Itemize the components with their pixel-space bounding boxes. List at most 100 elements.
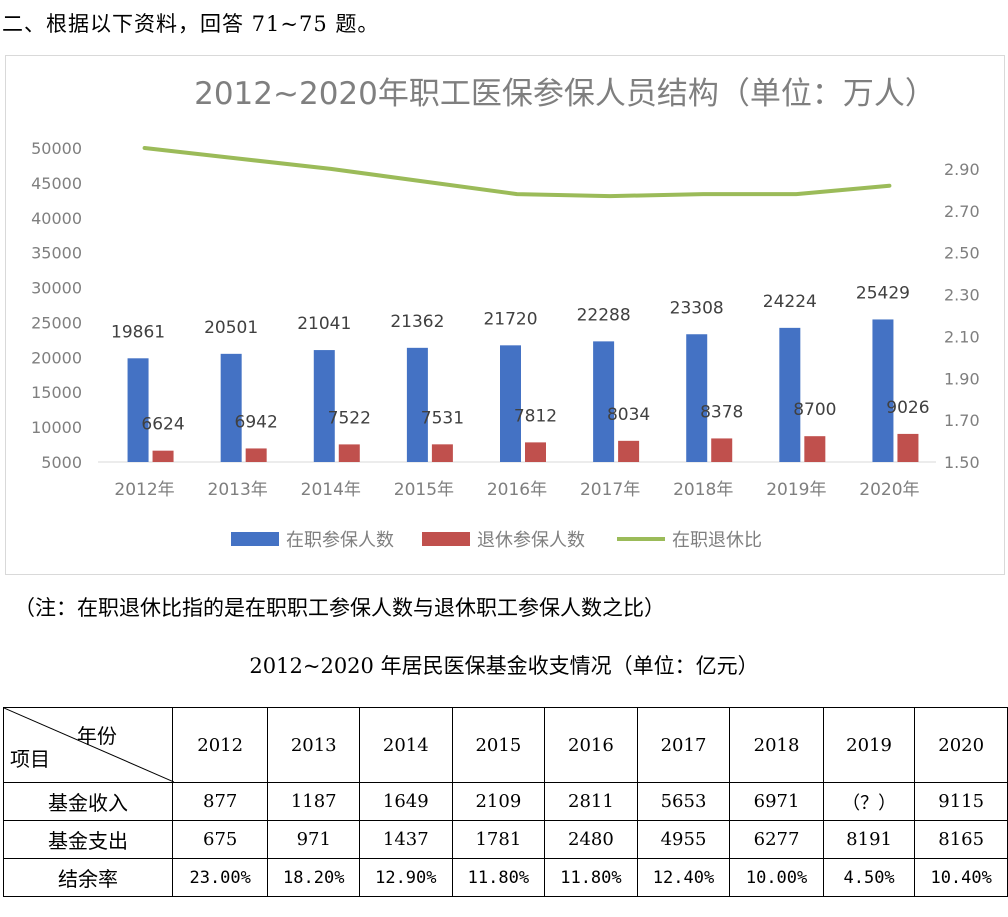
x-axis-tick: 2013年 xyxy=(208,480,268,500)
bar-in-service xyxy=(779,327,801,462)
bar-retired xyxy=(431,444,453,462)
bar-in-service xyxy=(220,353,242,462)
legend-label: 退休参保人数 xyxy=(477,530,585,551)
insured-structure-chart: 2012~2020年职工医保参保人员结构（单位：万人） 5000 10000 1500… xyxy=(5,55,1005,575)
bar-retired-label: 9026 xyxy=(886,398,929,418)
table-cell: 4955 xyxy=(636,820,731,859)
corner-year-label: 年份 xyxy=(76,724,117,748)
bar-retired-label: 8700 xyxy=(793,400,836,420)
table-cell: 8165 xyxy=(914,820,1008,859)
year-header-cell: 2017 xyxy=(636,707,731,783)
bar-retired xyxy=(152,450,174,462)
x-axis-tick: 2018年 xyxy=(673,480,733,500)
year-header-cell: 2014 xyxy=(359,707,453,783)
table-cell: 6277 xyxy=(729,820,824,859)
left-axis-tick: 45000 xyxy=(31,174,82,193)
table-cell: 11.80% xyxy=(451,858,546,897)
bar-in-service-label: 25429 xyxy=(856,283,910,303)
bar-in-service-label: 22288 xyxy=(577,305,631,325)
bar-retired-label: 8378 xyxy=(700,402,743,422)
table-cell: 5653 xyxy=(636,782,731,821)
corner-diagonal xyxy=(4,708,174,782)
table-cell: 971 xyxy=(267,820,361,859)
right-axis-tick: 2.90 xyxy=(944,160,980,179)
ratio-line xyxy=(142,146,892,199)
left-axis-tick: 5000 xyxy=(41,453,82,472)
x-axis-tick: 2015年 xyxy=(394,480,454,500)
table-row: 基金支出 675 971 1437 1781 2480 4955 6277 8191 8165 xyxy=(3,820,1008,859)
row-label-cell: 结余率 xyxy=(3,858,173,897)
table-cell: 1781 xyxy=(451,820,546,859)
left-axis-tick: 15000 xyxy=(31,383,82,402)
table-cell: 675 xyxy=(171,820,269,859)
x-axis-tick: 2012年 xyxy=(114,480,174,500)
x-axis-tick: 2014年 xyxy=(301,480,361,500)
table-cell: 2480 xyxy=(544,820,638,859)
bar-in-service-label: 21720 xyxy=(483,309,537,329)
right-axis-tick: 1.70 xyxy=(944,411,980,430)
question-intro: 二、根据以下资料，回答 71~75 题。 xyxy=(2,12,380,36)
table-cell: 12.90% xyxy=(359,858,453,897)
x-axis-tick: 2020年 xyxy=(859,480,919,500)
legend-swatch xyxy=(231,532,279,546)
left-axis-tick: 35000 xyxy=(31,244,82,263)
legend-label: 在职退休比 xyxy=(672,530,762,551)
year-header-cell: 2012 xyxy=(171,707,269,783)
bar-in-service xyxy=(500,345,521,462)
table-cell: 8191 xyxy=(822,820,916,859)
chart-svg: 2012~2020年职工医保参保人员结构（单位：万人） 5000 10000 1500… xyxy=(31,76,980,551)
table-cell: 4.50% xyxy=(822,858,916,897)
year-header-cell: 2015 xyxy=(451,707,546,783)
x-axis-tick: 2019年 xyxy=(766,480,826,500)
bar-retired xyxy=(525,442,546,462)
bar-retired xyxy=(245,448,267,462)
table-cell: 1649 xyxy=(359,782,453,821)
table-cell: 2109 xyxy=(451,782,546,821)
bar-retired-label: 7522 xyxy=(328,408,371,428)
bar-retired xyxy=(897,433,919,462)
table-cell: 18.20% xyxy=(267,858,361,897)
year-header-cell: 2016 xyxy=(544,707,638,783)
table-cell: 1187 xyxy=(267,782,361,821)
bar-retired xyxy=(618,440,640,462)
right-axis-tick: 1.90 xyxy=(944,369,980,388)
table-row: 基金收入 877 1187 1649 2109 2811 5653 6971 （？） 9115 xyxy=(3,782,1008,821)
table-cell: 10.40% xyxy=(914,858,1008,897)
table-title: 2012~2020 年居民医保基金收支情况（单位：亿元） xyxy=(249,654,759,678)
bar-in-service-label: 19861 xyxy=(111,322,165,342)
table-cell: 2811 xyxy=(544,782,638,821)
bar-retired-label: 6624 xyxy=(141,415,184,435)
legend-label: 在职参保人数 xyxy=(286,530,394,551)
chart-note: （注：在职退休比指的是在职职工参保人数与退休职工参保人数之比） xyxy=(14,596,665,620)
left-axis-tick: 10000 xyxy=(31,418,82,437)
bar-in-service xyxy=(872,319,894,462)
bar-in-service-label: 23308 xyxy=(670,298,724,318)
fund-table: 年份 项目 2012 2013 2014 2015 2016 2017 2018 2019 20… xyxy=(3,707,1008,897)
bar-in-service xyxy=(686,334,708,462)
year-header-cell: 2018 xyxy=(729,707,824,783)
bar-retired-label: 6942 xyxy=(235,412,278,432)
table-cell: 877 xyxy=(171,782,269,821)
legend-swatch xyxy=(422,532,470,546)
table-row: 结余率 23.00% 18.20% 12.90% 11.80% 11.80% 12.40% 1… xyxy=(3,858,1008,897)
bar-retired-label: 8034 xyxy=(607,405,650,425)
table-cell: 11.80% xyxy=(544,858,638,897)
table-cell: 9115 xyxy=(914,782,1008,821)
table-cell: 10.00% xyxy=(729,858,824,897)
bar-retired-label: 7531 xyxy=(421,408,464,428)
table-cell: 23.00% xyxy=(171,858,269,897)
chart-title: 2012~2020年职工医保参保人员结构（单位：万人） xyxy=(194,76,936,112)
row-label-cell: 基金支出 xyxy=(3,820,173,859)
table-header-row: 年份 项目 2012 2013 2014 2015 2016 2017 2018 2019 20… xyxy=(3,707,1008,783)
year-header-cell: 2013 xyxy=(267,707,361,783)
year-header-cell: 2020 xyxy=(914,707,1008,783)
table-cell: 1437 xyxy=(359,820,453,859)
row-label-cell: 基金收入 xyxy=(3,782,173,821)
table-cell: 6971 xyxy=(729,782,824,821)
bar-retired xyxy=(711,438,733,462)
bar-in-service-label: 24224 xyxy=(763,292,817,312)
bar-in-service-label: 21041 xyxy=(297,314,351,334)
bar-in-service-label: 20501 xyxy=(204,318,258,338)
left-axis-tick: 50000 xyxy=(31,139,82,158)
bar-retired-label: 7812 xyxy=(514,406,557,426)
